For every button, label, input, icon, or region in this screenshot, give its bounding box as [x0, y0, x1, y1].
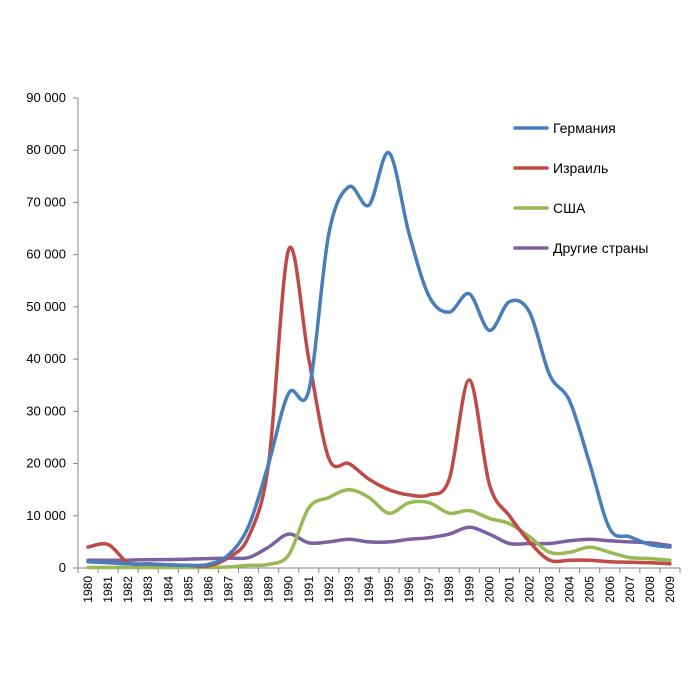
x-tick-label: 1992	[322, 576, 336, 603]
x-tick-label: 1999	[462, 576, 476, 603]
x-tick-label: 1996	[402, 576, 416, 603]
legend-label: Другие страны	[553, 240, 649, 256]
x-tick-label: 1988	[242, 576, 256, 603]
y-tick-label: 30 000	[26, 403, 66, 418]
x-tick-label: 1980	[81, 576, 95, 603]
series-line-1	[86, 151, 672, 568]
y-tick-label: 90 000	[26, 90, 66, 105]
series-lines	[86, 151, 672, 570]
x-tick-label: 1991	[302, 576, 316, 603]
y-tick-label: 50 000	[26, 299, 66, 314]
y-tick-label: 60 000	[26, 247, 66, 262]
x-tick-label: 1997	[422, 576, 436, 603]
x-tick-label: 1981	[101, 576, 115, 603]
x-tick-label: 2002	[523, 576, 537, 603]
series-line-3	[86, 487, 672, 570]
x-tick-label: 2008	[643, 576, 657, 603]
x-tick-label: 1990	[282, 576, 296, 603]
x-tick-label: 1986	[201, 576, 215, 603]
x-tick-label: 1982	[121, 576, 135, 603]
legend-label: Израиль	[553, 160, 608, 176]
y-tick-label: 70 000	[26, 194, 66, 209]
x-tick-label: 2009	[663, 576, 677, 603]
legend: Германия Израиль США Другие страны	[513, 120, 649, 256]
x-tick-label: 2001	[502, 576, 516, 603]
x-tick-label: 2005	[583, 576, 597, 603]
legend-label: США	[553, 200, 586, 216]
x-tick-label: 1984	[161, 576, 175, 603]
y-tick-label: 40 000	[26, 351, 66, 366]
x-tick-label: 1994	[362, 576, 376, 603]
x-tick-label: 2003	[543, 576, 557, 603]
x-tick-label: 1985	[181, 576, 195, 603]
x-axis-ticks: 1980 1981 1982 1983 1984 1985 1986 1987 1988 1989…	[77, 568, 681, 603]
y-axis-ticks: 0 10 000 20 000 30 000 40 000 50 000 60 000 70 …	[26, 90, 78, 575]
y-tick-label: 10 000	[26, 508, 66, 523]
y-tick-label: 80 000	[26, 142, 66, 157]
series-line-2	[86, 245, 672, 569]
y-tick-label: 20 000	[26, 456, 66, 471]
x-tick-label: 1989	[262, 576, 276, 603]
x-tick-label: 2004	[563, 576, 577, 603]
y-tick-label: 0	[59, 560, 66, 575]
x-tick-label: 1998	[442, 576, 456, 603]
x-tick-label: 2000	[482, 576, 496, 603]
x-tick-label: 1995	[382, 576, 396, 603]
legend-label: Германия	[553, 120, 616, 136]
x-tick-label: 1983	[141, 576, 155, 603]
x-tick-label: 1987	[222, 576, 236, 603]
x-tick-label: 1993	[342, 576, 356, 603]
x-tick-label: 2006	[603, 576, 617, 603]
x-tick-label: 2007	[623, 576, 637, 603]
series-line-4	[86, 525, 672, 562]
